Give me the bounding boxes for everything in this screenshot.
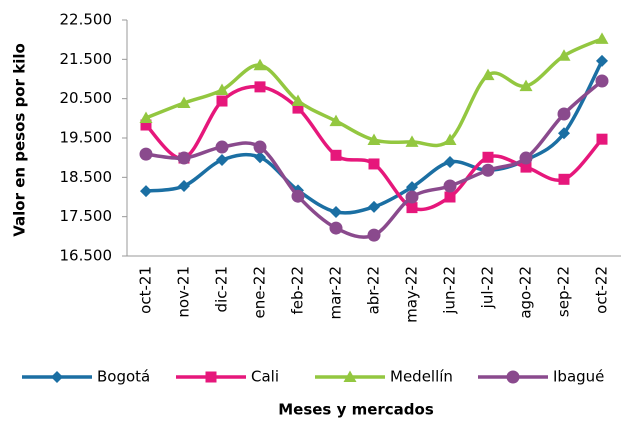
- marker: [291, 94, 305, 107]
- marker: [254, 151, 266, 164]
- marker: [406, 181, 418, 194]
- marker: [139, 147, 153, 161]
- marker: [367, 228, 381, 242]
- x-tick-label: oct-22: [593, 266, 611, 314]
- marker: [216, 95, 228, 107]
- x-tick-label: jun-22: [441, 266, 459, 315]
- marker: [558, 173, 570, 185]
- marker: [405, 190, 419, 204]
- y-tick-label: 22.500: [60, 11, 113, 29]
- marker: [482, 151, 494, 163]
- x-tick-label: ago-22: [517, 266, 535, 319]
- x-axis-title: Meses y mercados: [278, 401, 434, 419]
- x-tick-label: jul-22: [479, 266, 497, 309]
- y-tick-label: 18.500: [60, 168, 113, 186]
- marker: [368, 200, 380, 213]
- marker: [367, 133, 381, 145]
- marker: [443, 179, 457, 193]
- x-tick-label: abr-22: [365, 266, 383, 314]
- marker: [291, 189, 305, 203]
- marker: [557, 49, 571, 61]
- x-tick-label: oct-21: [137, 266, 155, 314]
- marker: [596, 54, 608, 67]
- y-tick-label: 19.500: [60, 129, 113, 147]
- x-tick-label: ene-22: [251, 266, 269, 318]
- marker: [329, 221, 343, 235]
- marker: [330, 205, 342, 218]
- marker: [177, 96, 191, 108]
- x-tick-label: may-22: [403, 266, 421, 323]
- marker: [292, 102, 304, 114]
- legend-label: Medellín: [390, 368, 453, 386]
- marker: [595, 74, 609, 88]
- marker: [519, 151, 533, 165]
- x-tick-label: feb-22: [289, 266, 307, 315]
- marker: [443, 133, 457, 145]
- marker: [557, 107, 571, 121]
- marker: [216, 154, 228, 167]
- y-tick-label: 17.500: [60, 207, 113, 225]
- x-tick-label: dic-21: [213, 266, 231, 312]
- series-line: [145, 37, 603, 148]
- legend-label: Ibagué: [553, 368, 604, 386]
- marker: [519, 79, 533, 92]
- marker: [140, 119, 152, 131]
- marker: [406, 202, 418, 214]
- marker: [481, 163, 495, 177]
- marker: [558, 127, 570, 140]
- marker: [444, 155, 456, 168]
- y-tick-label: 16.500: [60, 247, 113, 265]
- marker: [330, 149, 342, 161]
- x-tick-label: mar-22: [327, 266, 345, 320]
- marker: [368, 158, 380, 170]
- marker: [329, 114, 343, 127]
- marker: [177, 151, 191, 165]
- x-tick-label: sep-22: [555, 266, 573, 317]
- y-tick-label: 20.500: [60, 89, 113, 107]
- marker: [481, 68, 495, 81]
- legend-label: Bogotá: [97, 368, 150, 386]
- marker: [205, 371, 217, 383]
- marker: [506, 370, 520, 384]
- marker: [178, 179, 190, 192]
- marker: [51, 371, 63, 383]
- y-tick-label: 21.500: [60, 50, 113, 68]
- marker: [343, 370, 357, 382]
- marker: [253, 58, 267, 71]
- marker: [444, 191, 456, 203]
- marker: [595, 32, 609, 44]
- marker: [140, 185, 152, 198]
- legend-label: Cali: [251, 368, 279, 386]
- marker: [254, 81, 266, 93]
- marker: [405, 135, 419, 147]
- marker: [253, 140, 267, 154]
- marker: [215, 83, 229, 96]
- marker: [139, 111, 153, 123]
- marker: [520, 161, 532, 173]
- y-axis-title: Valor en pesos por kilo: [11, 43, 29, 237]
- marker: [596, 133, 608, 145]
- marker: [215, 140, 229, 154]
- x-tick-label: nov-21: [175, 266, 193, 318]
